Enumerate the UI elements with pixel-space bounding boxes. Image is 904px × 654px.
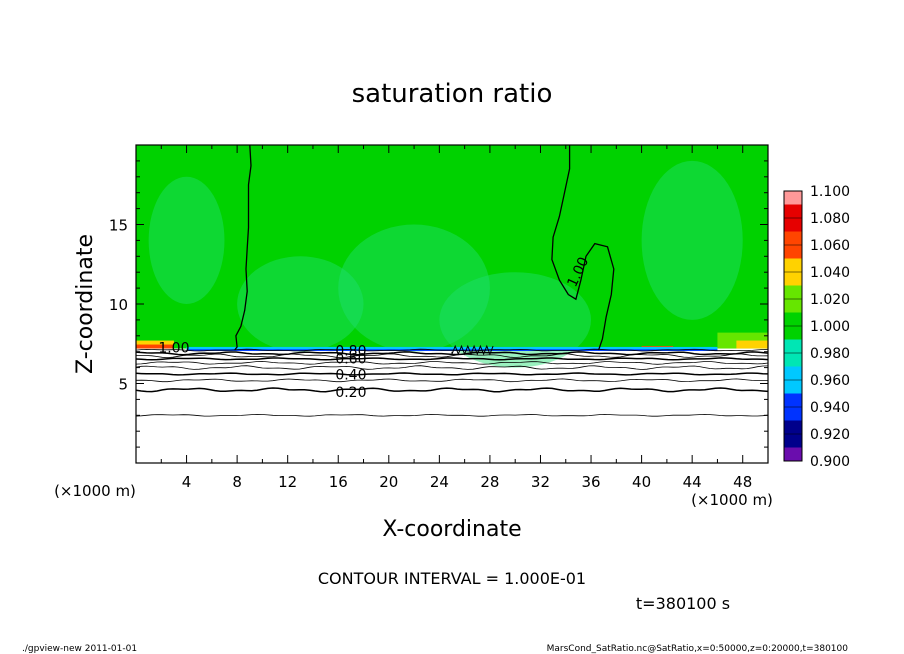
colorbar-label: 1.020 [810, 292, 850, 308]
x-tick-label: 36 [581, 473, 600, 491]
colorbar-swatch [784, 312, 802, 326]
chart-title: saturation ratio [352, 79, 553, 109]
field-supersat-right-core [736, 340, 768, 349]
contour-1-00-left [234, 144, 252, 351]
x-tick-label: 4 [182, 473, 192, 491]
colorbar-swatch [784, 353, 802, 367]
y-axis-ticks: 5 10 15 [109, 160, 768, 448]
field-subsaturated [136, 348, 768, 463]
x-tick-label: 28 [480, 473, 499, 491]
contour-label: 0.80 [335, 344, 366, 360]
footer-right: MarsCond_SatRatio.nc@SatRatio,x=0:50000,… [547, 644, 849, 654]
x-tick-label: 20 [379, 473, 398, 491]
contour-line [135, 351, 769, 356]
field-supersat-left-core [136, 344, 174, 349]
y-tick-label: 10 [109, 296, 128, 314]
colorbar-label: 0.980 [810, 346, 850, 362]
contour-line [135, 353, 769, 359]
x-tick-label: 16 [329, 473, 348, 491]
colorbar-swatch [784, 191, 802, 205]
colorbar-swatch [784, 366, 802, 380]
colorbar-label: 0.900 [810, 454, 850, 470]
x-axis-unit-left: (×1000 m) [54, 482, 136, 500]
time-stamp: t=380100 s [636, 594, 730, 613]
colorbar-swatch [784, 231, 802, 245]
y-tick-label: 15 [109, 217, 128, 235]
contour-label: 0.40 [335, 368, 366, 384]
contour-line [135, 365, 769, 370]
contour-line [135, 348, 769, 352]
contour-line [135, 378, 768, 383]
y-tick-label: 5 [118, 376, 128, 394]
x-tick-label: 24 [430, 473, 449, 491]
x-axis-unit-right: (×1000 m) [691, 491, 773, 509]
colorbar-label: 1.080 [810, 211, 850, 227]
colorbar: 0.900 0.920 0.940 0.960 0.980 1.000 1.020 1.040… [783, 184, 850, 470]
colorbar-swatch [784, 258, 802, 272]
colorbar-swatch [784, 245, 802, 259]
colorbar-label: 1.000 [810, 319, 850, 335]
colorbar-swatch [784, 380, 802, 394]
x-tick-label: 40 [632, 473, 651, 491]
footer-left: ./gpview-new 2011-01-01 [22, 644, 137, 654]
colorbar-swatch [784, 420, 802, 434]
colorbar-swatch [784, 434, 802, 448]
contour-line [135, 413, 769, 417]
contour-interval: CONTOUR INTERVAL = 1.000E-01 [318, 569, 586, 588]
plot-area [136, 145, 768, 463]
colorbar-swatch [784, 218, 802, 232]
contour-label: 0.20 [335, 385, 366, 401]
x-axis-label: X-coordinate [382, 517, 521, 542]
field-saturated [136, 145, 768, 349]
field-patch [148, 176, 225, 304]
colorbar-swatch [784, 326, 802, 340]
field-patch [439, 272, 592, 368]
contour-line [135, 387, 769, 393]
colorbar-swatch [784, 299, 802, 313]
x-tick-label: 32 [531, 473, 550, 491]
field-patch [237, 256, 364, 352]
colorbar-label: 0.920 [810, 427, 850, 443]
contour-labels: 1.001.000.800.600.400.20 [158, 255, 592, 401]
colorbar-label: 1.060 [810, 238, 850, 254]
colorbar-swatch [784, 285, 802, 299]
colorbar-swatch [784, 204, 802, 218]
x-axis-ticks: 4 8 12 16 20 24 28 32 36 40 44 48 [160, 145, 752, 491]
contour-label: 0.60 [335, 352, 366, 368]
field-band-cyan [186, 346, 718, 351]
field-patch [641, 160, 743, 320]
colorbar-label: 0.960 [810, 373, 850, 389]
colorbar-swatch [784, 447, 802, 461]
contour-jagged [451, 344, 494, 356]
contour-line [135, 372, 769, 376]
contour-label: 1.00 [158, 341, 189, 357]
contour-line [135, 360, 769, 365]
colorbar-swatch [784, 393, 802, 407]
x-tick-label: 12 [278, 473, 297, 491]
contour-line [135, 357, 769, 361]
x-tick-label: 8 [232, 473, 242, 491]
colorbar-label: 0.940 [810, 400, 850, 416]
field-patch [338, 224, 490, 352]
y-axis-label: Z-coordinate [73, 234, 98, 374]
colorbar-swatch [784, 272, 802, 286]
x-tick-label: 48 [733, 473, 752, 491]
colorbar-label: 1.040 [810, 265, 850, 281]
colorbar-label: 1.100 [810, 184, 850, 200]
x-tick-label: 44 [683, 473, 702, 491]
contour-lines [135, 144, 769, 417]
colorbar-swatch [784, 407, 802, 421]
contour-1-00-right [551, 145, 615, 351]
colorbar-swatch [784, 339, 802, 353]
